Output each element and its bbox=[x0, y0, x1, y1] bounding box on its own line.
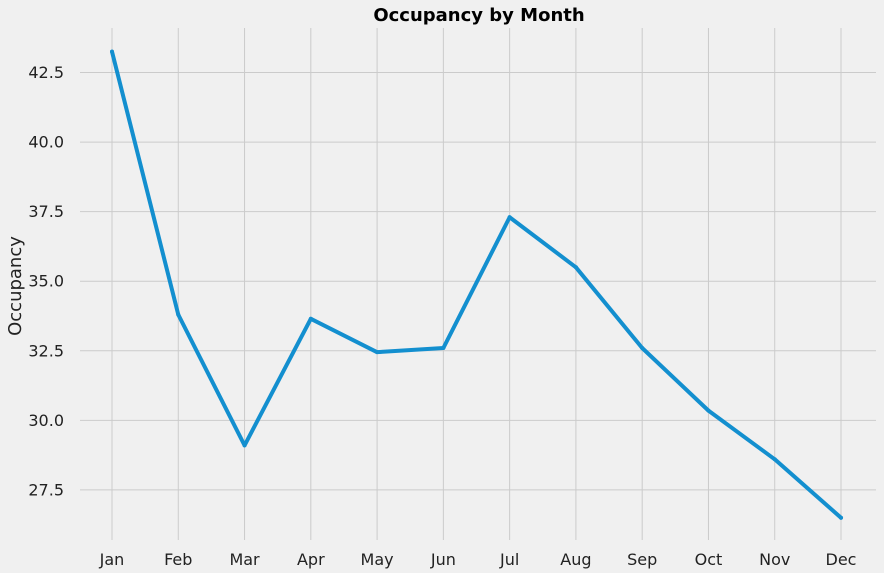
y-tick-label: 30.0 bbox=[28, 411, 64, 430]
data-point bbox=[507, 215, 512, 220]
y-axis-label: Occupancy bbox=[5, 236, 26, 336]
tick-labels: 27.5 30.0 32.5 35.0 37.5 40.0 42.5 Jan Feb Mar Apr… bbox=[28, 63, 856, 569]
data-point bbox=[706, 408, 711, 413]
x-tick-label: Apr bbox=[297, 550, 325, 569]
chart-title: Occupancy by Month bbox=[373, 5, 584, 26]
data-point bbox=[441, 346, 446, 350]
data-point bbox=[308, 316, 313, 321]
x-tick-label: Aug bbox=[560, 550, 591, 569]
x-tick-label: Dec bbox=[826, 550, 857, 569]
data-point bbox=[110, 49, 114, 54]
x-tick-label: May bbox=[361, 550, 394, 569]
y-tick-label: 42.5 bbox=[28, 63, 64, 82]
y-tick-label: 37.5 bbox=[28, 202, 64, 221]
data-point bbox=[573, 265, 578, 270]
x-tick-label: Feb bbox=[164, 550, 192, 569]
x-tick-label: Jun bbox=[430, 550, 456, 569]
x-tick-label: Mar bbox=[229, 550, 260, 569]
grid bbox=[80, 28, 876, 540]
data-point bbox=[839, 515, 843, 520]
data-point bbox=[375, 350, 380, 355]
series-line bbox=[110, 49, 843, 520]
data-point bbox=[176, 312, 181, 317]
series bbox=[110, 49, 843, 520]
y-tick-label: 32.5 bbox=[28, 341, 64, 360]
data-point bbox=[242, 443, 247, 448]
data-point bbox=[640, 346, 645, 350]
x-tick-label: Jan bbox=[99, 550, 125, 569]
y-tick-label: 40.0 bbox=[28, 133, 64, 152]
x-tick-label: Nov bbox=[759, 550, 790, 569]
data-point bbox=[772, 457, 777, 462]
x-tick-label: Sep bbox=[627, 550, 657, 569]
y-tick-label: 35.0 bbox=[28, 272, 64, 291]
x-tick-label: Oct bbox=[695, 550, 723, 569]
y-tick-label: 27.5 bbox=[28, 480, 64, 499]
x-tick-label: Jul bbox=[499, 550, 519, 569]
